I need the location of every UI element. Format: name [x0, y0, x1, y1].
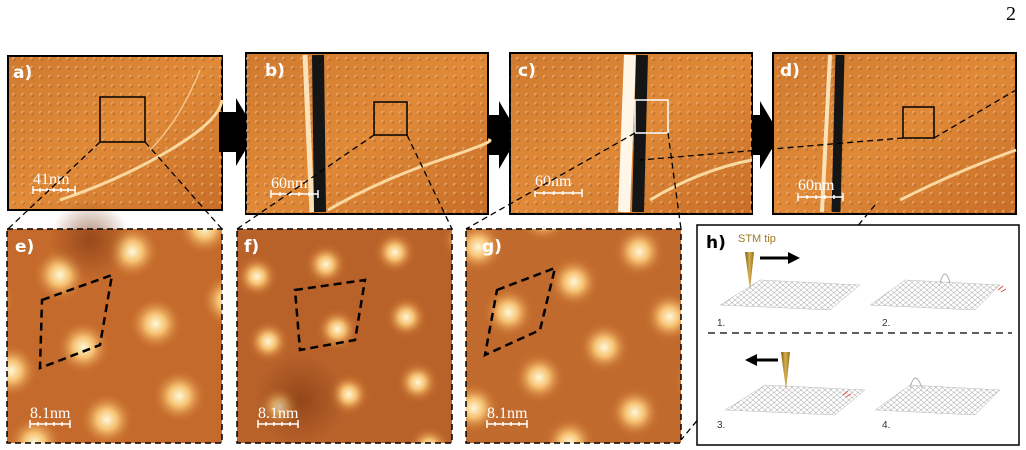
panel-label: b)	[265, 61, 285, 81]
panel-f: f) 8.1nm	[236, 228, 453, 445]
figure-shape	[649, 158, 753, 202]
figure-shape	[634, 99, 669, 134]
figure-shape	[327, 138, 492, 212]
figure-shape	[236, 228, 453, 444]
step-label: 4.	[882, 420, 890, 431]
figure-shape	[773, 53, 1016, 214]
figure-shape	[29, 420, 71, 428]
figure-shape	[745, 354, 757, 366]
panel-label: d)	[780, 61, 800, 81]
panel-h: h) STM tip 1. 2. 3. 4.	[696, 224, 1020, 446]
panel-a: a) 41nm	[7, 55, 224, 211]
panel-label: g)	[482, 237, 502, 257]
figure-shape	[869, 279, 1001, 311]
tip-label: STM tip	[738, 233, 776, 245]
figure-shape	[482, 101, 519, 169]
figure-shape	[246, 53, 488, 214]
panel-label: c)	[518, 61, 536, 81]
figure-shape	[465, 228, 682, 444]
stm-tip	[745, 252, 754, 290]
panel-label: e)	[15, 237, 34, 257]
figure-shape	[99, 96, 146, 143]
figure-shape	[6, 228, 223, 444]
figure-shape	[820, 54, 832, 213]
figure-shape	[373, 101, 408, 136]
figure-shape	[465, 132, 682, 230]
step-label: 1.	[717, 318, 725, 329]
panel-d: d) 60nm	[772, 52, 1017, 215]
figure-shape	[842, 390, 852, 398]
scale-bar-label: 8.1nm	[30, 405, 71, 422]
figure-shape	[899, 148, 1017, 202]
panel-label: a)	[13, 63, 32, 83]
figure-shape	[874, 384, 1001, 416]
figure-shape	[618, 54, 636, 213]
figure-shape	[909, 377, 923, 389]
scale-bar-label: 41nm	[33, 171, 70, 188]
figure-shape	[302, 54, 315, 213]
figure-shape	[939, 273, 951, 284]
figure-shape	[293, 278, 367, 352]
step-label: 3.	[717, 420, 725, 431]
stm-tip	[781, 352, 790, 390]
figure-shape	[483, 265, 557, 358]
figure-shape	[719, 279, 861, 311]
figure-shape	[534, 189, 583, 197]
figure-shape	[38, 273, 114, 370]
figure-shape	[32, 186, 76, 194]
figure-shape	[7, 141, 223, 230]
scale-bar-label: 60nm	[535, 173, 572, 190]
figure-shape	[255, 355, 345, 445]
figure-shape	[270, 190, 319, 198]
graphene-sheet	[719, 273, 1007, 416]
figure-shape	[466, 229, 681, 443]
scale-bar-label: 8.1nm	[258, 405, 299, 422]
figure-shape	[149, 69, 201, 151]
scale-bar-label: 60nm	[271, 175, 308, 192]
figure-shape	[8, 56, 222, 210]
panel-label: h)	[706, 233, 726, 253]
scale-bar-label: 8.1nm	[487, 405, 528, 422]
figure-shape	[236, 134, 453, 230]
panel-b: b) 60nm	[245, 52, 492, 215]
scale-bar-label: 60nm	[798, 177, 835, 194]
figure-shape	[257, 420, 299, 428]
figure-shape	[831, 54, 845, 213]
page-number: 2	[1006, 3, 1016, 25]
figure-shape	[59, 99, 224, 202]
figure-shape	[997, 285, 1007, 293]
figure-shape	[312, 54, 326, 213]
panel-c: c) 60nm	[509, 52, 753, 215]
step-label: 2.	[882, 318, 890, 329]
figure-shape	[50, 200, 130, 280]
figure-shape	[486, 420, 528, 428]
panel-g: g) 8.1nm	[465, 228, 682, 444]
figure-shape	[724, 384, 866, 416]
figure-shape	[797, 193, 844, 201]
figure-shape	[219, 98, 256, 166]
panel-label: f)	[244, 237, 259, 257]
panel-e: e) 8.1nm	[6, 200, 223, 444]
figure-shape	[902, 106, 935, 139]
figure-shape	[788, 252, 800, 264]
